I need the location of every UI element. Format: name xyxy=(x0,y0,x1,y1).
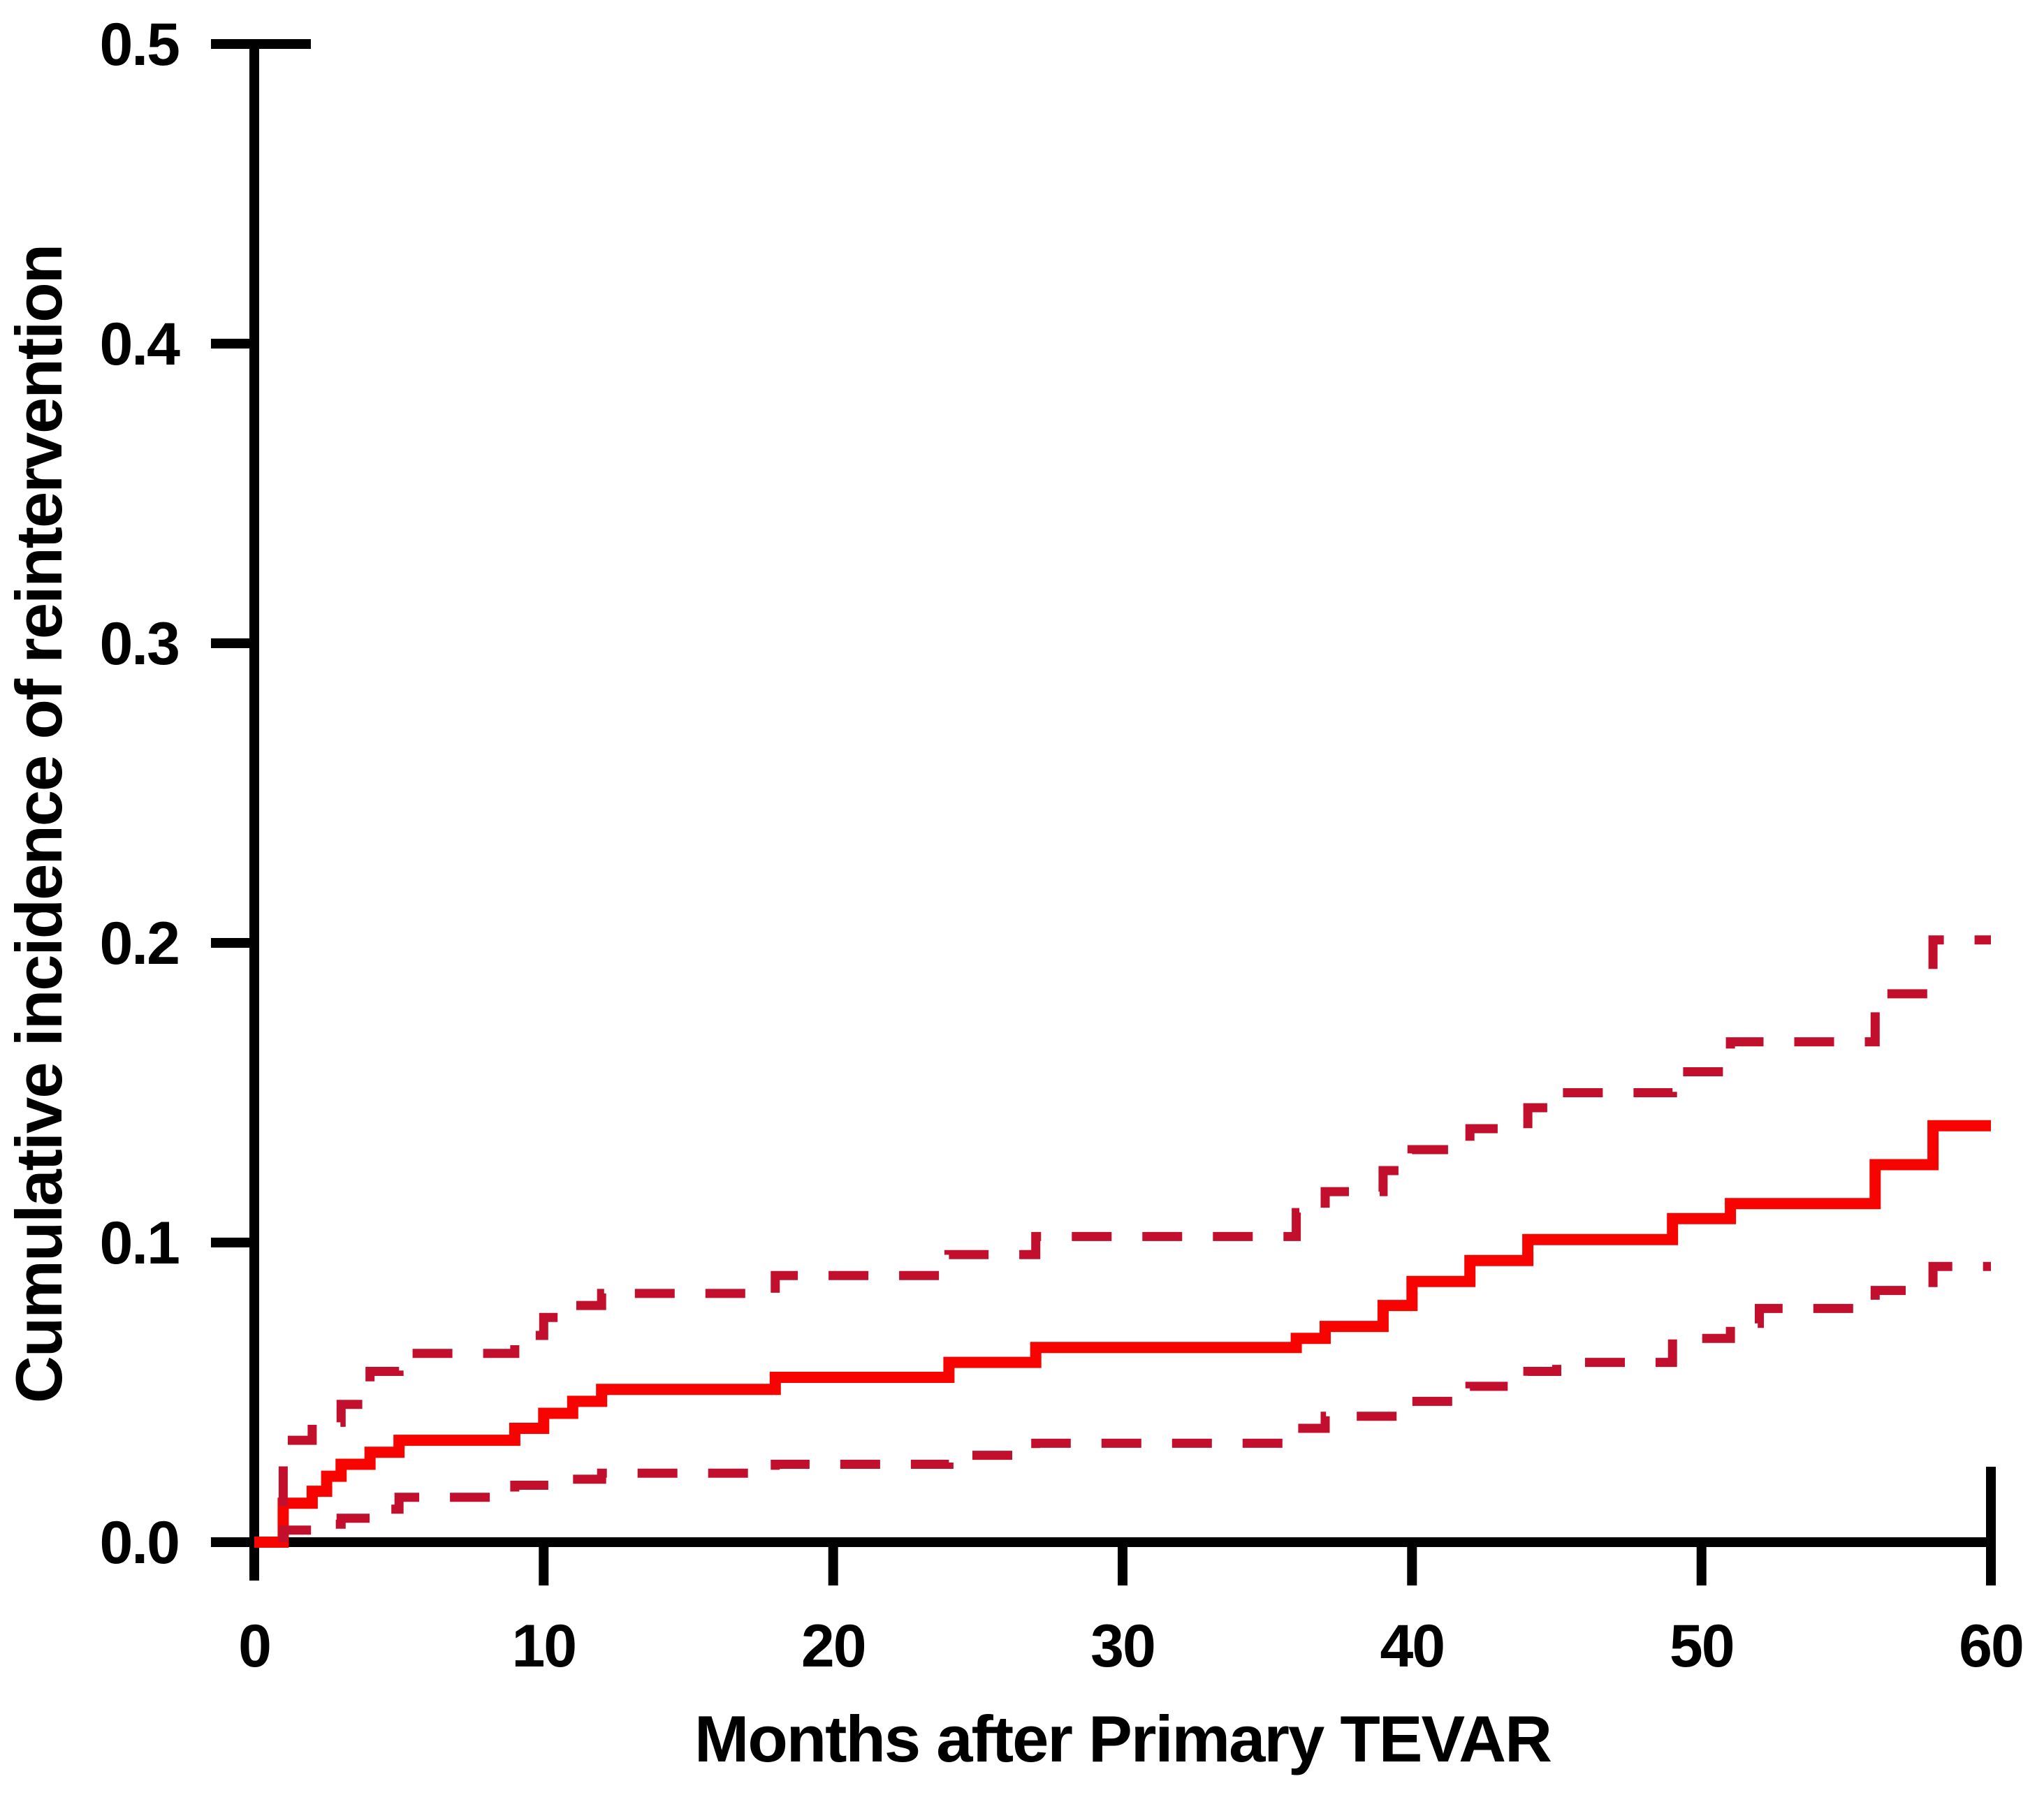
x-tick-label: 10 xyxy=(511,1613,576,1680)
x-tick-label: 0 xyxy=(238,1613,270,1680)
y-axis-title: Cumulative incidence of reintervention xyxy=(2,245,75,1403)
y-tick-label: 0.2 xyxy=(99,910,179,977)
upper-95-percent-confidence-limit-curve xyxy=(278,935,1991,1507)
x-tick-label: 20 xyxy=(801,1613,866,1680)
x-tick-label: 30 xyxy=(1090,1613,1155,1680)
axes xyxy=(211,39,1996,1585)
data-series xyxy=(254,935,1991,1548)
x-axis-title: Months after Primary TEVAR xyxy=(694,1702,1551,1775)
y-tick-label: 0.0 xyxy=(99,1509,179,1576)
y-tick-label: 0.3 xyxy=(99,610,179,677)
axis-labels: Months after Primary TEVAR Cumulative in… xyxy=(2,11,2024,1775)
x-tick-label: 60 xyxy=(1959,1613,2023,1680)
cumulative-incidence-estimate-curve xyxy=(254,1120,1991,1548)
lower-95-percent-confidence-limit-curve xyxy=(278,1261,1991,1542)
x-tick-label: 40 xyxy=(1380,1613,1444,1680)
axis-lines xyxy=(211,39,1996,1585)
y-tick-label: 0.4 xyxy=(99,311,180,378)
y-tick-label: 0.5 xyxy=(99,11,179,78)
x-tick-label: 50 xyxy=(1670,1613,1734,1680)
y-tick-label: 0.1 xyxy=(99,1210,179,1277)
